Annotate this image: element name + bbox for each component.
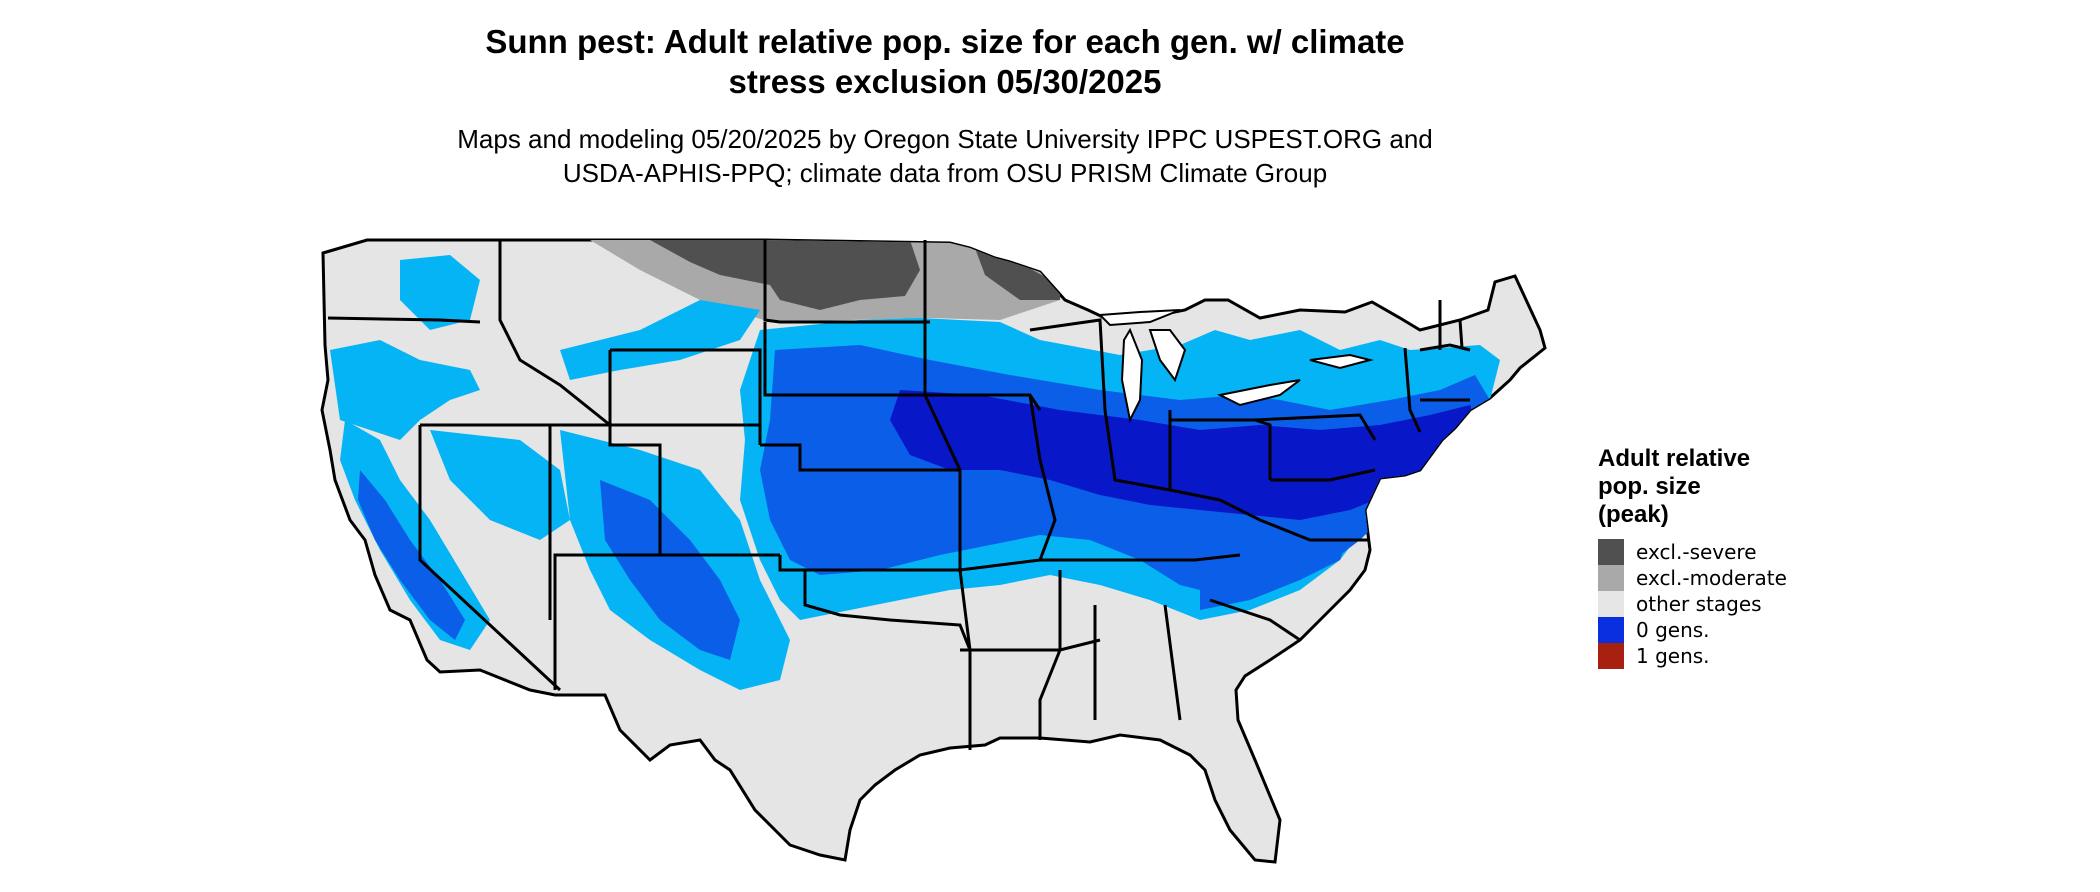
zone-rockies-mid — [600, 480, 740, 660]
legend-title-line-2: pop. size — [1598, 473, 1701, 500]
legend-label: 0 gens. — [1636, 618, 1710, 642]
legend-title: Adult relative pop. size (peak) — [1598, 445, 1838, 529]
legend-swatch — [1598, 617, 1624, 643]
legend-title-line-3: (peak) — [1598, 501, 1669, 528]
legend-label: 1 gens. — [1636, 644, 1710, 668]
legend-title-line-1: Adult relative — [1598, 445, 1751, 472]
climate-zones — [330, 240, 1500, 690]
legend-label: excl.-severe — [1636, 540, 1757, 564]
legend-label: excl.-moderate — [1636, 566, 1787, 590]
subtitle-line-1: Maps and modeling 05/20/2025 by Oregon S… — [457, 124, 1433, 154]
zone-great-basin-light — [430, 430, 570, 540]
legend-item-1-gens: 1 gens. — [1598, 643, 1838, 669]
great-lakes — [1097, 309, 1374, 424]
title-line-2: stress exclusion 05/30/2025 — [728, 63, 1162, 100]
map-title: Sunn pest: Adult relative pop. size for … — [330, 22, 1560, 102]
zone-california-mid — [358, 470, 465, 640]
legend-swatch — [1598, 565, 1624, 591]
zone-pnw-light — [400, 255, 480, 330]
legend-label: other stages — [1636, 592, 1762, 616]
zone-excl-severe-east — [975, 248, 1060, 300]
zone-west-light — [330, 340, 480, 440]
zone-appalachian-mid — [1200, 530, 1350, 610]
map-legend: Adult relative pop. size (peak) excl.-se… — [1598, 445, 1838, 669]
subtitle-line-2: USDA-APHIS-PPQ; climate data from OSU PR… — [562, 158, 1328, 188]
zone-deep-blue — [890, 390, 1480, 520]
title-line-1: Sunn pest: Adult relative pop. size for … — [485, 23, 1405, 60]
zone-excl-severe — [650, 240, 920, 310]
legend-swatch — [1598, 591, 1624, 617]
legend-swatch — [1598, 643, 1624, 669]
legend-item-excl-severe: excl.-severe — [1598, 539, 1838, 565]
zone-california-light — [340, 420, 490, 650]
legend-item-other-stages: other stages — [1598, 591, 1838, 617]
legend-item-excl-moderate: excl.-moderate — [1598, 565, 1838, 591]
legend-swatch — [1598, 539, 1624, 565]
map-subtitle: Maps and modeling 05/20/2025 by Oregon S… — [330, 122, 1560, 190]
legend-items: excl.-severe excl.-moderate other stages… — [1598, 539, 1838, 669]
state-borders — [327, 240, 1471, 750]
legend-item-0-gens: 0 gens. — [1598, 617, 1838, 643]
